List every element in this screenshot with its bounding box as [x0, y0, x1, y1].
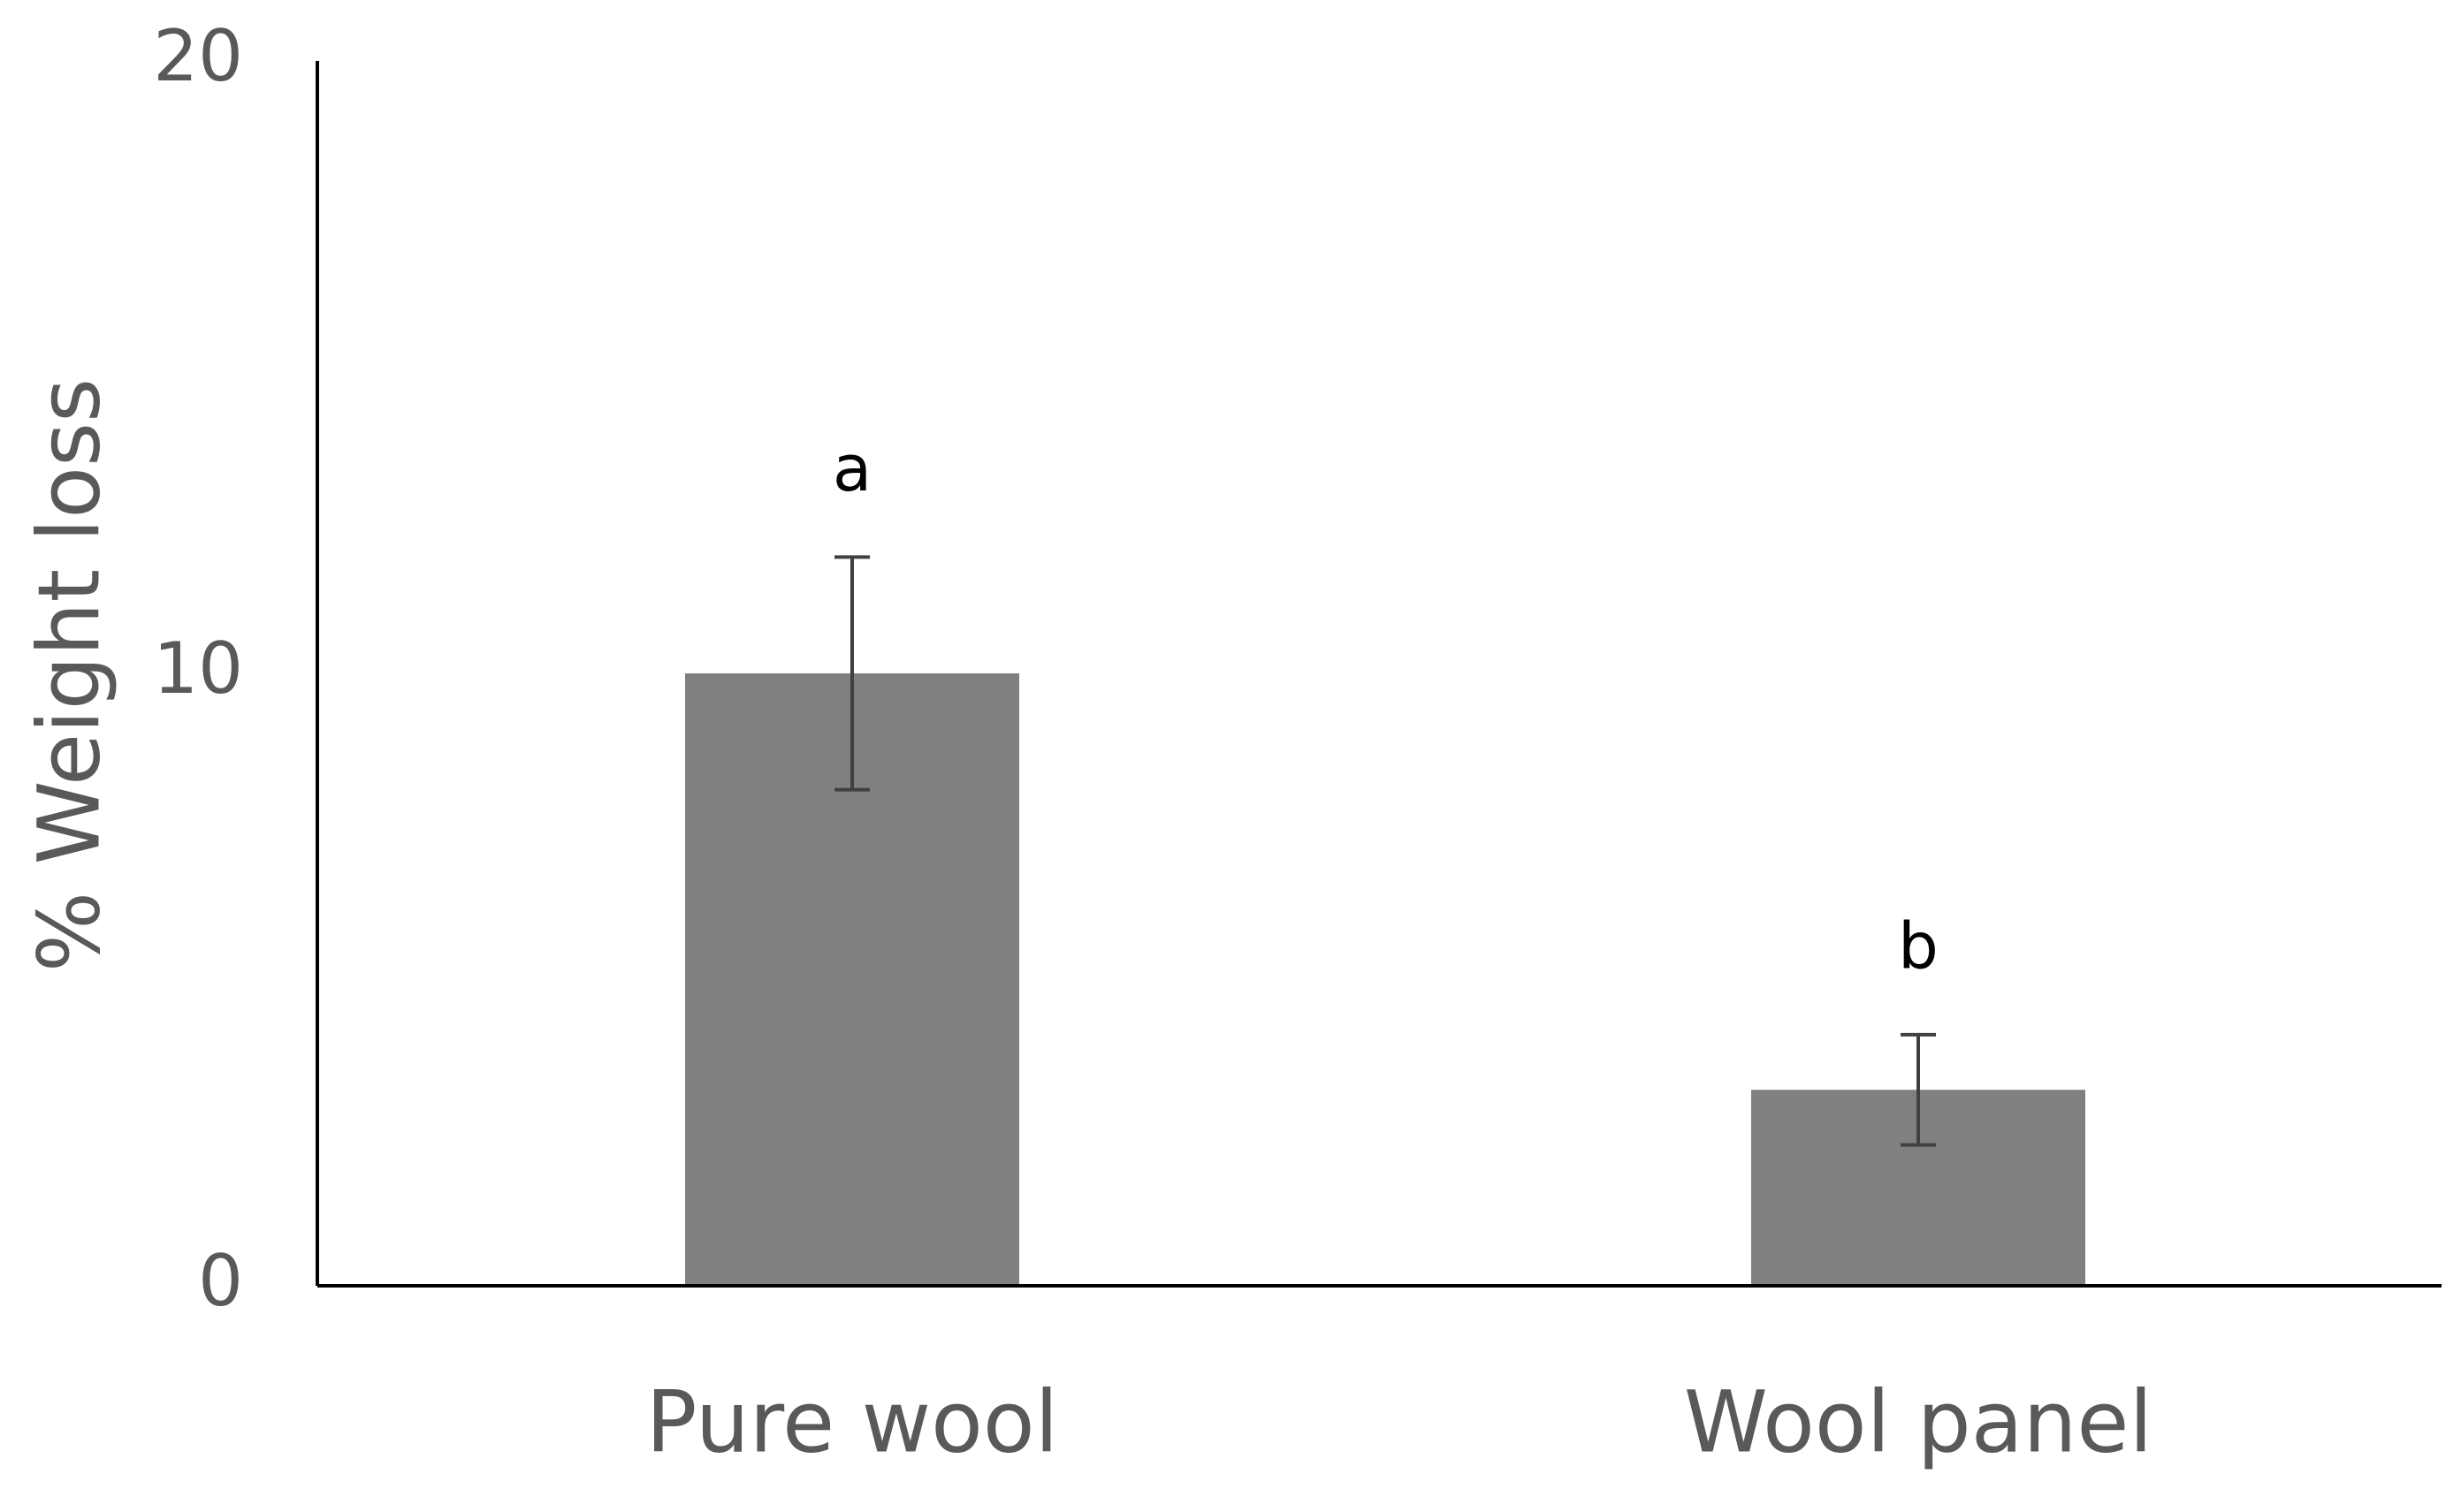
y-tick-label: 20	[153, 15, 243, 97]
y-tick-label: 0	[198, 1240, 243, 1322]
error-bar	[1901, 1032, 1936, 1147]
x-tick-label: Pure wool	[646, 1372, 1059, 1471]
x-tick-label: Wool panel	[1684, 1372, 2152, 1471]
significance-label: a	[833, 431, 872, 505]
significance-label: b	[1898, 908, 1939, 983]
error-bar	[834, 555, 870, 792]
y-tick-label: 10	[153, 627, 243, 710]
y-axis-label: % Weight loss	[19, 378, 118, 972]
